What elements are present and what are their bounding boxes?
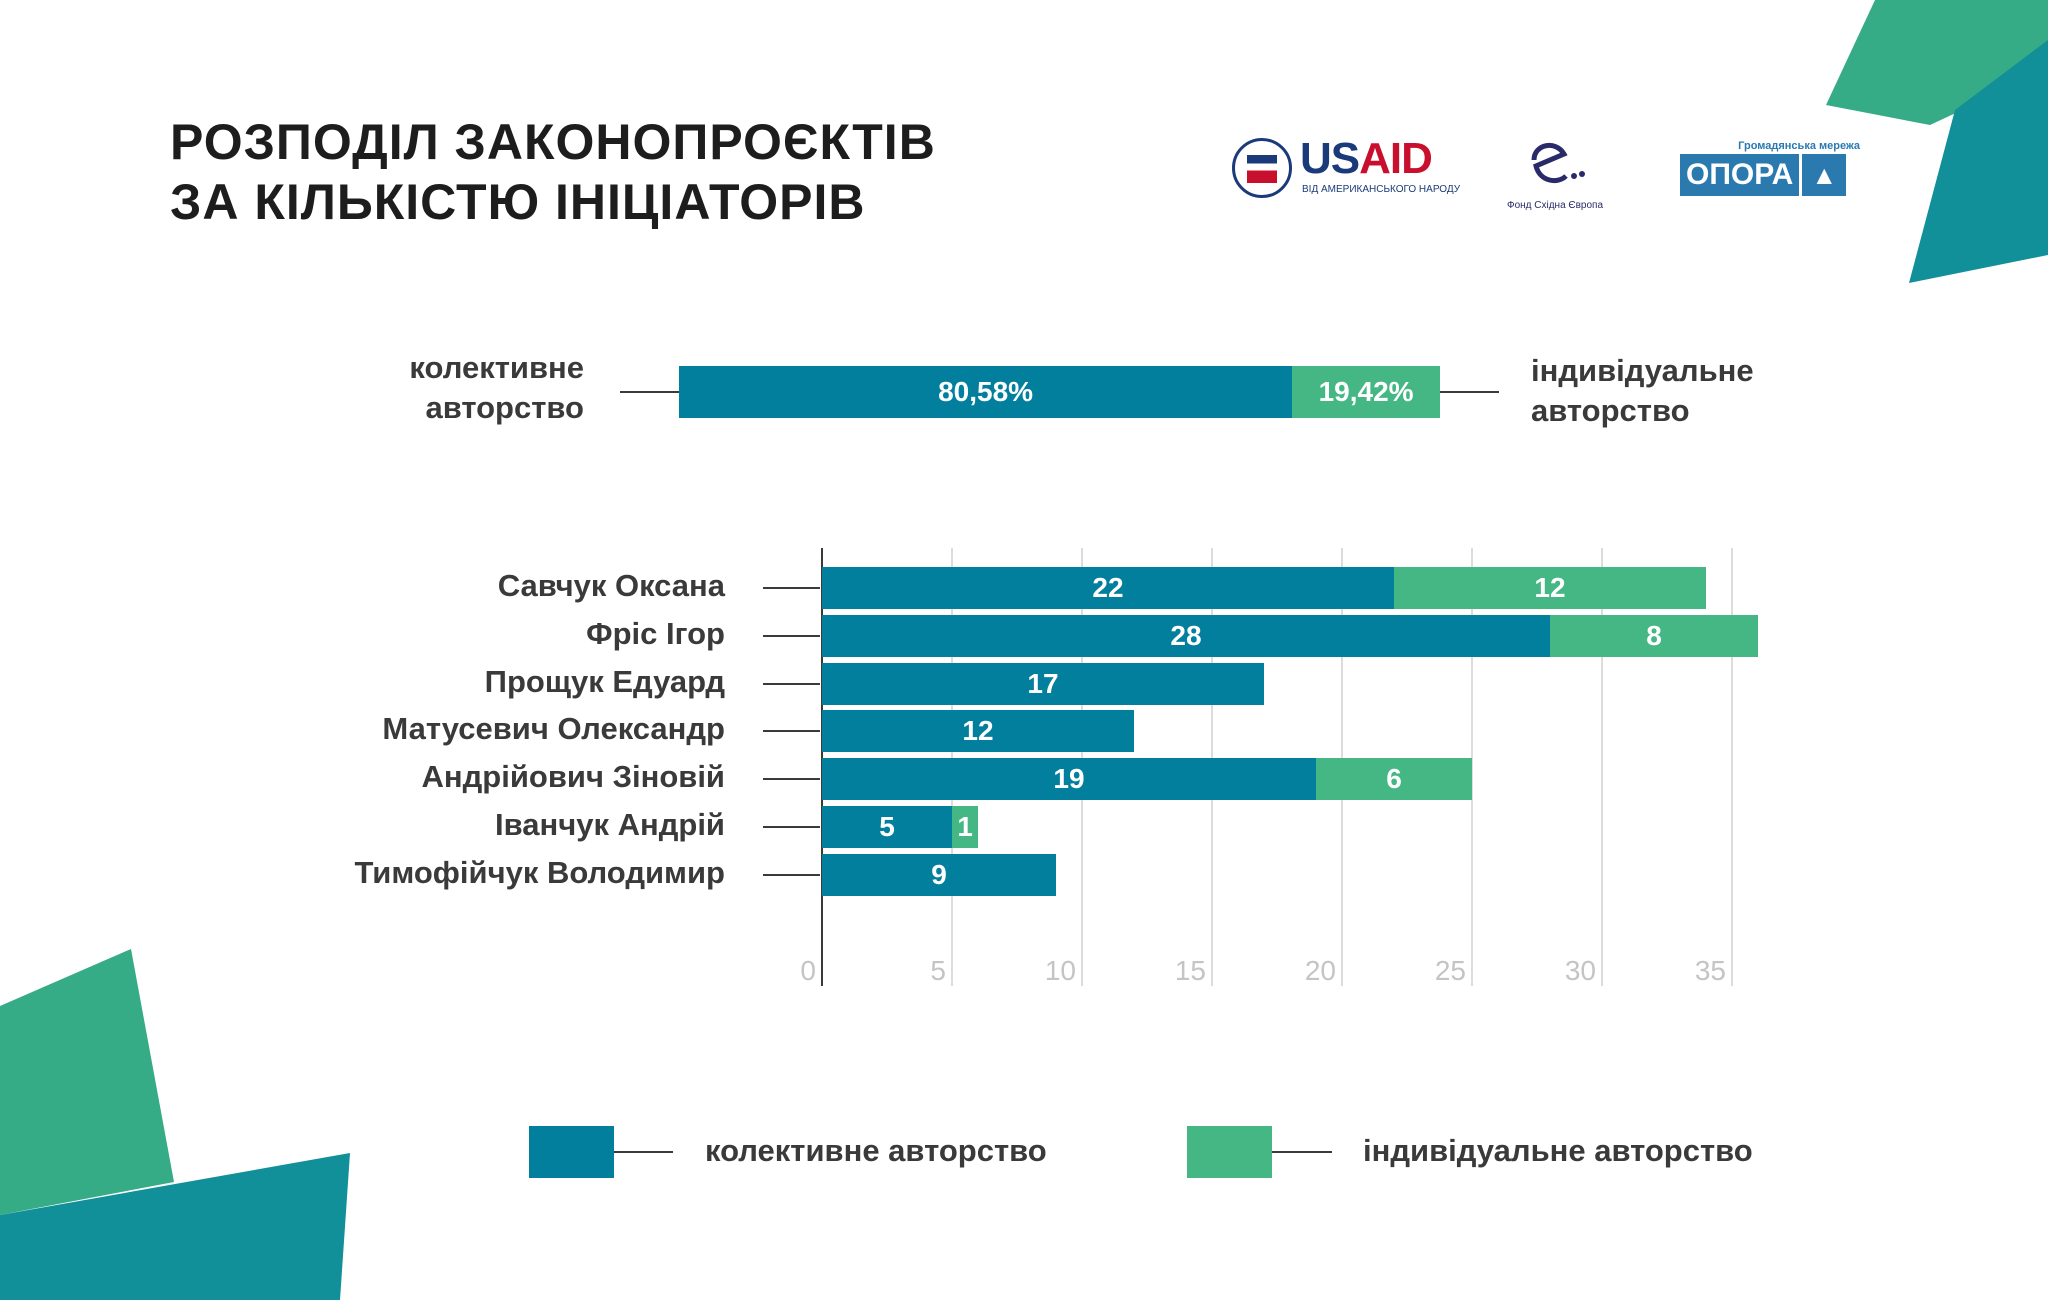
category-tick xyxy=(763,730,820,733)
x-tick-label: 35 xyxy=(1694,955,1726,986)
category-label: Матусевич Олександр xyxy=(382,711,725,747)
individual-label: індивідуальне авторство xyxy=(1531,351,1754,431)
gridline xyxy=(1471,548,1473,986)
category-tick xyxy=(763,682,820,685)
usaid-seal-icon xyxy=(1232,138,1292,198)
legend-connector xyxy=(1272,1151,1332,1153)
category-label: Тимофійчук Володимир xyxy=(354,854,725,890)
page-title: РОЗПОДІЛ ЗАКОНОПРОЄКТІВ ЗА КІЛЬКІСТЮ ІНІ… xyxy=(170,112,936,232)
x-tick-label: 25 xyxy=(1434,955,1466,986)
legend-connector xyxy=(614,1151,673,1153)
fund-name: Фонд Східна Європа xyxy=(1506,200,1604,211)
category-label: Іванчук Андрій xyxy=(495,807,725,842)
usaid-tagline: ВІД АМЕРИКАНСЬКОГО НАРОДУ xyxy=(1302,184,1461,195)
individual-label-line: авторство xyxy=(1531,393,1690,428)
category-tick xyxy=(763,778,820,781)
opora-triangle-icon: ▲ xyxy=(1802,154,1847,196)
category-label: Савчук Оксана xyxy=(497,568,725,603)
category-tick xyxy=(763,873,820,876)
title-line-1: РОЗПОДІЛ ЗАКОНОПРОЄКТІВ xyxy=(170,114,936,170)
x-tick-label: 5 xyxy=(930,955,946,986)
x-tick-label: 20 xyxy=(1304,955,1336,986)
x-tick-label: 15 xyxy=(1174,955,1206,986)
bar-segment: 12 xyxy=(1394,567,1706,609)
legend-swatch-individual xyxy=(1187,1126,1272,1178)
deco-bottom-left-teal xyxy=(0,1153,350,1300)
bar-segment: 28 xyxy=(822,614,1550,657)
category-tick xyxy=(763,587,820,589)
category-tick xyxy=(763,826,820,828)
category-label: Фріс Ігор xyxy=(586,615,725,651)
individual-label-line: індивідуальне xyxy=(1531,353,1754,388)
bar-segment: 17 xyxy=(822,662,1264,705)
opora-tagline: Громадянська мережа xyxy=(1738,140,1860,152)
opora-name: ОПОРА xyxy=(1680,154,1800,196)
x-tick-label: 30 xyxy=(1564,955,1596,986)
x-tick-label: 0 xyxy=(800,955,816,986)
bar-segment: 1 xyxy=(952,806,978,848)
individual-connector xyxy=(1440,391,1499,393)
legend-label-collective: колективне авторство xyxy=(705,1133,1047,1168)
x-tick-label: 10 xyxy=(1044,955,1076,986)
bar-segment: 8 xyxy=(1550,614,1758,657)
gridline xyxy=(1731,548,1733,986)
collective-label: колективне авторство xyxy=(409,348,584,428)
title-line-2: ЗА КІЛЬКІСТЮ ІНІЦІАТОРІВ xyxy=(170,174,866,230)
bar-segment: 22 xyxy=(822,567,1394,609)
fund-logo-icon xyxy=(1531,143,1585,184)
opora-logo: Громадянська мережа ОПОРА ▲ xyxy=(1680,140,1860,196)
collective-label-line: колективне xyxy=(409,350,584,385)
category-label: Андрійович Зіновій xyxy=(421,759,725,795)
category-tick xyxy=(763,634,820,637)
deco-top-right-teal xyxy=(1909,40,2048,283)
bar-segment: 12 xyxy=(822,710,1134,753)
category-label: Прощук Едуард xyxy=(484,663,725,699)
legend-swatch-collective xyxy=(529,1126,614,1178)
gridline xyxy=(1601,548,1603,986)
collective-label-line: авторство xyxy=(425,390,584,425)
deco-bottom-left-green xyxy=(0,949,174,1215)
bar-segment: 9 xyxy=(822,853,1056,896)
bar-segment: 5 xyxy=(822,806,952,848)
fund-logo: Фонд Східна Європа xyxy=(1500,130,1610,211)
bar-segment: 19 xyxy=(822,758,1316,801)
legend-label-individual: індивідуальне авторство xyxy=(1363,1133,1753,1168)
collective-connector xyxy=(620,391,679,393)
bar-segment: 6 xyxy=(1316,758,1472,801)
percentage-segment: 19,42% xyxy=(1292,366,1440,418)
percentage-segment: 80,58% xyxy=(679,366,1293,418)
